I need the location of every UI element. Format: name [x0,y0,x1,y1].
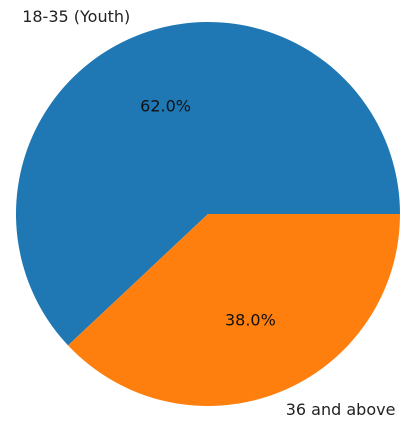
pie-labels: 62.0% 18-35 (Youth) 38.0% 36 and above [22,7,395,419]
pie-slice-1 [68,214,400,407]
pie-slice-0 [16,22,401,346]
pie-category-label-0: 18-35 (Youth) [22,7,130,26]
pie-slices [16,22,401,407]
pie-percent-label-1: 38.0% [225,311,276,330]
pie-category-label-1: 36 and above [286,400,396,419]
pie-percent-label-0: 62.0% [140,96,191,115]
